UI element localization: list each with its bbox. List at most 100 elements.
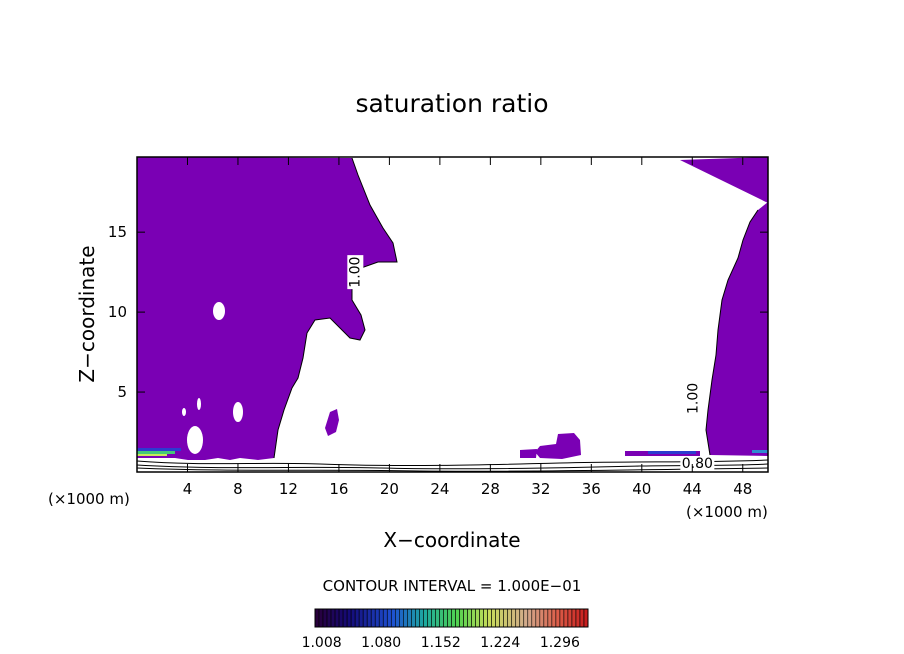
y-axis-label: Z−coordinate	[75, 245, 99, 382]
colorbar-segment	[475, 608, 480, 628]
colorbar-segment	[555, 608, 561, 628]
colorbar-segment	[551, 608, 557, 628]
supersaturation-regions	[136, 157, 769, 472]
x-tick-label: 48	[733, 480, 752, 498]
colorbar-tick-labels: 1.008 1.080 1.152 1.224 1.296	[302, 635, 580, 651]
high-value-streak-right-2	[752, 450, 768, 453]
colorbar-segment	[575, 608, 581, 628]
colorbar-segment	[563, 608, 569, 628]
x-axis-ticks: 4 8 12 16 20 24 28 32 36 40 44 48	[183, 157, 752, 498]
y-tick-label: 15	[108, 223, 127, 241]
high-value-streak-left-3	[137, 454, 167, 456]
colorbar-segment	[499, 608, 504, 628]
contour-label-background	[685, 381, 702, 416]
colorbar-segment	[415, 608, 420, 628]
colorbar-segment	[515, 608, 521, 628]
subsaturated-hole-4	[197, 398, 201, 410]
x-tick-label: 8	[233, 480, 243, 498]
x-tick-label: 36	[582, 480, 601, 498]
colorbar-segment	[346, 608, 352, 628]
supersaturation-region-right	[680, 157, 768, 456]
x-tick-label: 44	[683, 480, 702, 498]
subsaturated-hole-1	[213, 302, 225, 320]
colorbar-tick-label: 1.152	[421, 635, 461, 651]
high-value-streak-right	[648, 451, 696, 454]
supersaturation-region-left	[137, 157, 397, 460]
colorbar-segment	[419, 608, 424, 628]
colorbar-segment	[322, 608, 328, 628]
colorbar-segment	[503, 608, 509, 628]
colorbar-segment	[491, 608, 496, 628]
colorbar-segment	[495, 608, 500, 628]
y-tick-label: 5	[117, 383, 127, 401]
y-axis-ticks: 5 10 15	[108, 223, 768, 401]
x-tick-label: 16	[329, 480, 348, 498]
subsaturated-hole-2	[233, 402, 243, 422]
colorbar-segment	[455, 608, 460, 628]
x-tick-label: 12	[279, 480, 298, 498]
contour-label: 1.00	[347, 257, 363, 288]
colorbar-tick-label: 1.008	[302, 635, 342, 651]
colorbar-segment	[435, 608, 440, 628]
colorbar	[314, 608, 589, 628]
subsaturated-hole-3	[187, 426, 203, 454]
colorbar-segment	[451, 608, 456, 628]
contour-line-1-left	[273, 157, 398, 459]
x-tick-label: 20	[380, 480, 399, 498]
colorbar-tick-label: 1.080	[361, 635, 401, 651]
x-tick-label: 28	[481, 480, 500, 498]
colorbar-segment	[334, 608, 340, 628]
supersaturation-blob-16km	[325, 409, 339, 436]
colorbar-segment	[390, 608, 396, 628]
plot-frame	[136, 156, 769, 473]
x-tick-label: 24	[430, 480, 449, 498]
colorbar-segment	[386, 608, 392, 628]
high-value-streak-left	[137, 448, 181, 451]
colorbar-segment	[583, 608, 589, 628]
colorbar-segment	[507, 608, 513, 628]
colorbar-segment	[358, 608, 364, 628]
colorbar-segment	[403, 608, 408, 628]
colorbar-segment	[411, 608, 416, 628]
colorbar-segment	[579, 608, 585, 628]
colorbar-segment	[342, 608, 348, 628]
x-axis-unit-label: (×1000 m)	[686, 503, 768, 521]
colorbar-segment	[511, 608, 517, 628]
colorbar-segment	[487, 608, 492, 628]
x-tick-label: 4	[183, 480, 193, 498]
near-surface-contour-1	[136, 459, 769, 467]
chart-title: saturation ratio	[355, 89, 548, 118]
colorbar-segment	[559, 608, 565, 628]
supersaturation-blob-30km	[520, 449, 537, 458]
contour-labels: 1.00 1.00 0.80	[347, 255, 715, 472]
colorbar-segment	[483, 608, 488, 628]
contour-label-background	[347, 255, 364, 290]
x-origin-unit-label: (×1000 m)	[48, 490, 130, 508]
colorbar-segment	[547, 608, 553, 628]
x-tick-label: 32	[531, 480, 550, 498]
y-tick-label: 10	[108, 303, 127, 321]
subsaturated-hole-5	[182, 408, 186, 416]
colorbar-segment	[443, 608, 448, 628]
colorbar-segment	[374, 608, 380, 628]
colorbar-tick-label: 1.296	[540, 635, 580, 651]
colorbar-segment	[571, 608, 577, 628]
colorbar-segment	[539, 608, 545, 628]
colorbar-segment	[439, 608, 444, 628]
colorbar-segment	[531, 608, 537, 628]
colorbar-segment	[527, 608, 533, 628]
colorbar-segment	[318, 608, 324, 628]
colorbar-segment	[431, 608, 436, 628]
colorbar-segment	[463, 608, 468, 628]
near-surface-contour-3	[136, 467, 769, 472]
colorbar-segment	[535, 608, 541, 628]
x-axis-label: X−coordinate	[383, 528, 520, 552]
colorbar-segment	[350, 608, 356, 628]
x-tick-label: 40	[632, 480, 651, 498]
colorbar-segment	[338, 608, 344, 628]
colorbar-segment	[354, 608, 360, 628]
colorbar-segment	[378, 608, 384, 628]
contour-label: 0.80	[682, 456, 713, 472]
contour-line-1-right	[705, 209, 759, 456]
